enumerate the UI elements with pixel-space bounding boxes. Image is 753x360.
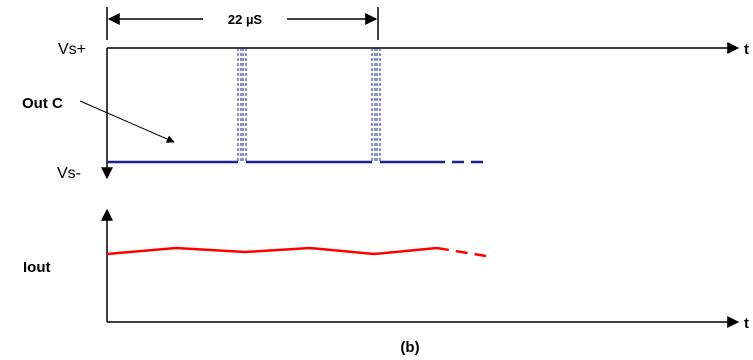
out-c-label: Out C: [22, 95, 63, 112]
iout-trace-dashed: [436, 246, 487, 258]
measure-label: 22 µS: [228, 12, 263, 27]
period-measurement: 22 µS: [106, 7, 379, 40]
t-bottom-label: t: [744, 315, 749, 332]
vs-plus-label: Vs+: [58, 41, 86, 58]
iout-label: Iout: [23, 259, 51, 276]
iout-trace: [106, 246, 438, 256]
iout-graph: Iout t: [23, 208, 749, 332]
out-c-graph: Vs+ Vs- t Out C: [22, 41, 749, 182]
figure-caption: (b): [400, 339, 419, 356]
vs-minus-label: Vs-: [57, 165, 81, 182]
pulse-2: [371, 48, 381, 162]
out-c-leader: [79, 100, 175, 143]
t-top-label: t: [744, 41, 749, 58]
pulse-1: [237, 48, 247, 162]
